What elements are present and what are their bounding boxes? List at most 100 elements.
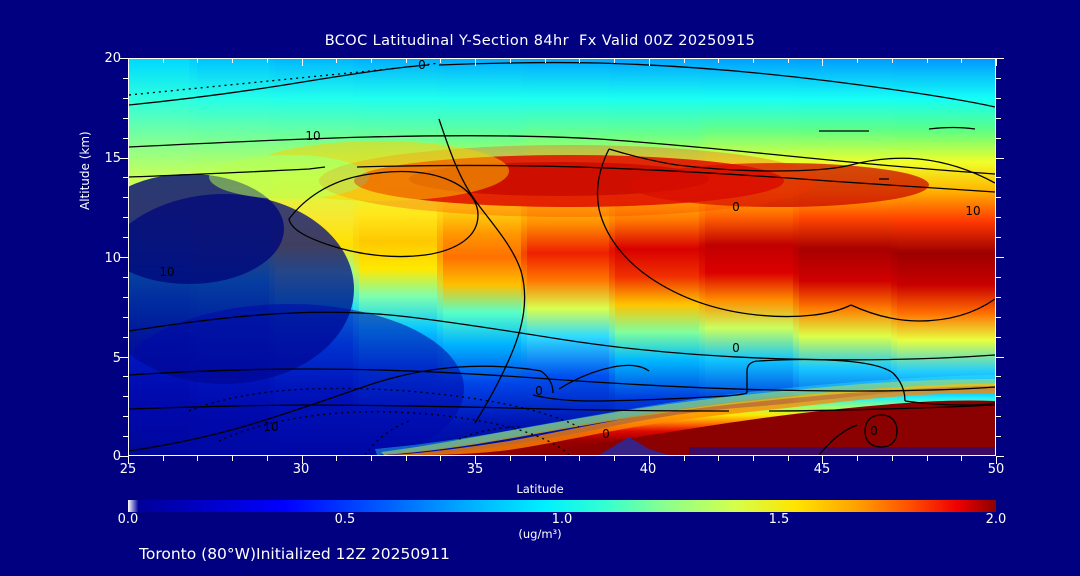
y-tick-label-0: 0 bbox=[112, 449, 121, 464]
x-tick-30 bbox=[302, 456, 303, 464]
x-tick-label-40: 40 bbox=[639, 462, 657, 477]
y-tick-15 bbox=[120, 158, 128, 159]
y-tick-right-17 bbox=[996, 118, 1001, 119]
y-tick-right-9 bbox=[996, 277, 1001, 278]
surface-notch bbox=[599, 437, 669, 455]
colorbar bbox=[128, 497, 996, 512]
y-tick-label-15: 15 bbox=[104, 151, 121, 166]
x-tick-top-27 bbox=[197, 58, 198, 63]
x-tick-top-33 bbox=[406, 58, 407, 63]
y-tick-label-10: 10 bbox=[104, 251, 121, 266]
y-tick-0 bbox=[120, 456, 128, 457]
x-tick-top-31 bbox=[336, 58, 337, 63]
y-tick-5 bbox=[120, 357, 128, 358]
y-tick-17 bbox=[123, 118, 128, 119]
svg-text:10: 10 bbox=[159, 265, 174, 279]
y-tick-right-16 bbox=[996, 138, 1001, 139]
y-tick-16 bbox=[123, 138, 128, 139]
x-tick-45 bbox=[822, 456, 823, 464]
x-tick-top-37 bbox=[545, 58, 546, 63]
y-tick-right-6 bbox=[996, 337, 1001, 338]
y-tick-right-1 bbox=[996, 436, 1001, 437]
y-tick-right-0 bbox=[996, 456, 1004, 457]
surface-layer bbox=[389, 388, 995, 455]
x-tick-top-28 bbox=[232, 58, 233, 63]
x-tick-36 bbox=[510, 456, 511, 461]
y-tick-20 bbox=[120, 58, 128, 59]
x-axis-label: Latitude bbox=[516, 482, 564, 496]
svg-text:10: 10 bbox=[965, 204, 980, 218]
x-tick-label-25: 25 bbox=[119, 462, 137, 477]
svg-text:0: 0 bbox=[732, 341, 740, 355]
x-tick-34 bbox=[440, 456, 441, 461]
cross-section-field: 0 10 0 10 10 0 10 0 0 0 bbox=[129, 59, 995, 455]
page-title: BCOC Latitudinal Y-Section 84hr Fx Valid… bbox=[324, 33, 756, 49]
y-tick-13 bbox=[123, 197, 128, 198]
y-tick-right-7 bbox=[996, 317, 1001, 318]
x-tick-42 bbox=[718, 456, 719, 461]
x-tick-top-39 bbox=[614, 58, 615, 63]
x-tick-label-35: 35 bbox=[466, 462, 484, 477]
y-tick-9 bbox=[123, 277, 128, 278]
x-tick-top-32 bbox=[371, 58, 372, 63]
surface-layer-rim bbox=[375, 375, 995, 455]
footer-caption: Toronto (80°W)Initialized 12Z 20250911 bbox=[139, 545, 450, 563]
svg-text:0: 0 bbox=[535, 384, 543, 398]
x-tick-40 bbox=[649, 456, 650, 464]
x-tick-top-45 bbox=[822, 58, 823, 66]
y-axis-label: Altitude (km) bbox=[78, 131, 92, 210]
x-tick-50 bbox=[996, 456, 997, 464]
x-tick-top-44 bbox=[788, 58, 789, 63]
colorbar-tick-3: 1.5 bbox=[768, 512, 790, 527]
y-tick-6 bbox=[123, 337, 128, 338]
x-tick-top-42 bbox=[718, 58, 719, 63]
x-tick-35 bbox=[475, 456, 476, 464]
x-tick-39 bbox=[614, 456, 615, 461]
x-tick-33 bbox=[406, 456, 407, 461]
x-tick-43 bbox=[753, 456, 754, 461]
x-tick-top-48 bbox=[927, 58, 928, 63]
y-tick-right-20 bbox=[996, 58, 1004, 59]
y-tick-right-11 bbox=[996, 237, 1001, 238]
x-tick-top-40 bbox=[649, 58, 650, 66]
y-tick-2 bbox=[123, 416, 128, 417]
colorbar-tick-2: 1.0 bbox=[551, 512, 573, 527]
mid-level-tongue bbox=[209, 141, 509, 201]
y-tick-right-2 bbox=[996, 416, 1001, 417]
colorbar-tick-4: 2.0 bbox=[985, 512, 1007, 527]
x-tick-27 bbox=[197, 456, 198, 461]
x-tick-31 bbox=[336, 456, 337, 461]
x-tick-top-41 bbox=[684, 58, 685, 63]
x-tick-49 bbox=[961, 456, 962, 461]
x-tick-48 bbox=[927, 456, 928, 461]
x-tick-label-30: 30 bbox=[292, 462, 310, 477]
colorbar-tick-0: 0.0 bbox=[117, 512, 139, 527]
low-value-pocket bbox=[129, 174, 464, 455]
y-tick-right-15 bbox=[996, 158, 1004, 159]
y-tick-right-8 bbox=[996, 297, 1001, 298]
colorbar-units-label: (ug/m³) bbox=[518, 527, 562, 541]
x-tick-26 bbox=[163, 456, 164, 461]
x-tick-46 bbox=[857, 456, 858, 461]
x-tick-top-34 bbox=[440, 58, 441, 63]
x-tick-top-26 bbox=[163, 58, 164, 63]
colorbar-gradient bbox=[128, 500, 996, 512]
x-tick-label-50: 50 bbox=[987, 462, 1005, 477]
x-tick-top-29 bbox=[267, 58, 268, 63]
svg-text:10: 10 bbox=[305, 129, 320, 143]
y-tick-right-19 bbox=[996, 78, 1001, 79]
svg-text:0: 0 bbox=[732, 200, 740, 214]
svg-text:0: 0 bbox=[418, 59, 426, 72]
y-tick-right-12 bbox=[996, 217, 1001, 218]
y-tick-right-13 bbox=[996, 197, 1001, 198]
y-tick-3 bbox=[123, 396, 128, 397]
y-tick-10 bbox=[120, 257, 128, 258]
y-tick-right-10 bbox=[996, 257, 1004, 258]
y-tick-right-3 bbox=[996, 396, 1001, 397]
x-tick-top-38 bbox=[579, 58, 580, 63]
colorbar-tick-1: 0.5 bbox=[334, 512, 356, 527]
y-tick-right-14 bbox=[996, 177, 1001, 178]
x-tick-44 bbox=[788, 456, 789, 461]
x-tick-29 bbox=[267, 456, 268, 461]
